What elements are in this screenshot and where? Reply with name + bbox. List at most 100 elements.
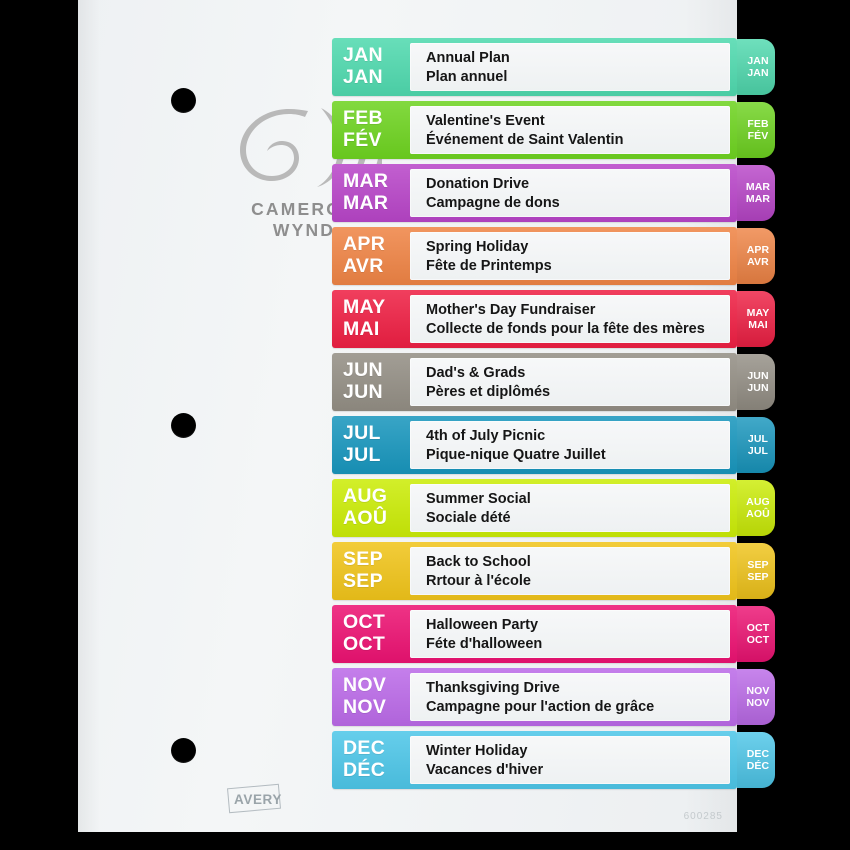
side-tab[interactable]: JUN JUN — [737, 354, 775, 410]
avery-logo-text: AVERY — [234, 792, 283, 807]
month-label-fr: OCT — [343, 633, 386, 655]
divider-row[interactable]: MAY MAI MAY MAI Mother's Day Fundraiser … — [332, 290, 775, 348]
divider-row[interactable]: JUL JUL JUL JUL 4th of July Picnic Pique… — [332, 416, 775, 474]
side-tab-label: MAR MAR — [741, 165, 775, 221]
side-tab-label: MAY MAI — [741, 291, 775, 347]
divider-row[interactable]: JUN JUN JUN JUN Dad's & Grads Pères et d… — [332, 353, 775, 411]
divider-text-panel[interactable]: 4th of July Picnic Pique-nique Quatre Ju… — [410, 421, 730, 469]
side-tab-month-en: JAN — [747, 54, 769, 67]
divider-text-panel[interactable]: Spring Holiday Fête de Printemps — [410, 232, 730, 280]
divider-text-panel[interactable]: Valentine's Event Événement de Saint Val… — [410, 106, 730, 154]
divider-title-fr: Rrtour à l'école — [426, 572, 531, 589]
side-tab[interactable]: NOV NOV — [737, 669, 775, 725]
side-tab-month-en: MAY — [746, 306, 770, 319]
month-label: AUG AOÛ — [343, 485, 403, 531]
side-tab-label: NOV NOV — [741, 669, 775, 725]
divider-band[interactable]: JUN JUN Dad's & Grads Pères et diplômés — [332, 353, 737, 411]
month-label-fr: NOV — [343, 696, 387, 718]
divider-text-panel[interactable]: Winter Holiday Vacances d'hiver — [410, 736, 730, 784]
divider-band[interactable]: AUG AOÛ Summer Social Sociale dété — [332, 479, 737, 537]
divider-text-panel[interactable]: Annual Plan Plan annuel — [410, 43, 730, 91]
side-tab[interactable]: DEC DÉC — [737, 732, 775, 788]
divider-title-fr: Plan annuel — [426, 68, 508, 85]
divider-row[interactable]: MAR MAR MAR MAR Donation Drive Campagne … — [332, 164, 775, 222]
side-tab-label: JAN JAN — [741, 39, 775, 95]
side-tab-month-fr: DÉC — [746, 760, 770, 772]
month-label: SEP SEP — [343, 548, 403, 594]
divider-title-en: Valentine's Event — [426, 113, 545, 129]
divider-title-en: Dad's & Grads — [426, 365, 526, 381]
divider-row[interactable]: OCT OCT OCT OCT Halloween Party Féte d'h… — [332, 605, 775, 663]
month-label-fr: MAI — [343, 318, 380, 340]
divider-title-fr: Collecte de fonds pour la fête des mères — [426, 320, 705, 337]
divider-band[interactable]: MAY MAI Mother's Day Fundraiser Collecte… — [332, 290, 737, 348]
side-tab-month-fr: OCT — [746, 634, 770, 646]
divider-band[interactable]: DEC DÉC Winter Holiday Vacances d'hiver — [332, 731, 737, 789]
divider-title-en: 4th of July Picnic — [426, 428, 546, 444]
divider-row[interactable]: DEC DÉC DEC DÉC Winter Holiday Vacances … — [332, 731, 775, 789]
divider-text-panel[interactable]: Summer Social Sociale dété — [410, 484, 730, 532]
side-tab-month-en: OCT — [746, 621, 770, 634]
divider-band[interactable]: SEP SEP Back to School Rrtour à l'école — [332, 542, 737, 600]
side-tab-month-en: AUG — [746, 495, 770, 508]
divider-text-panel[interactable]: Dad's & Grads Pères et diplômés — [410, 358, 730, 406]
side-tab[interactable]: MAR MAR — [737, 165, 775, 221]
month-label-fr: AVR — [343, 255, 384, 277]
divider-band[interactable]: NOV NOV Thanksgiving Drive Campagne pour… — [332, 668, 737, 726]
side-tab-label: APR AVR — [741, 228, 775, 284]
divider-text-lines: Summer Social Sociale dété — [426, 490, 722, 527]
side-tab[interactable]: SEP SEP — [737, 543, 775, 599]
month-label: DEC DÉC — [343, 737, 403, 783]
divider-rows-list: JAN JAN JAN JAN Annual Plan Plan annuel … — [332, 38, 775, 794]
divider-band[interactable]: FEB FÉV Valentine's Event Événement de S… — [332, 101, 737, 159]
side-tab[interactable]: FEB FÉV — [737, 102, 775, 158]
month-label-en: AUG — [343, 485, 388, 508]
side-tab-month-fr: FÉV — [747, 130, 769, 142]
divider-row[interactable]: NOV NOV NOV NOV Thanksgiving Drive Campa… — [332, 668, 775, 726]
divider-row[interactable]: FEB FÉV FEB FÉV Valentine's Event Événem… — [332, 101, 775, 159]
divider-row[interactable]: AUG AOÛ AUG AOÛ Summer Social Sociale dé… — [332, 479, 775, 537]
divider-title-fr: Pique-nique Quatre Juillet — [426, 446, 606, 463]
divider-text-panel[interactable]: Mother's Day Fundraiser Collecte de fond… — [410, 295, 730, 343]
divider-row[interactable]: APR AVR APR AVR Spring Holiday Fête de P… — [332, 227, 775, 285]
divider-title-en: Halloween Party — [426, 617, 539, 633]
divider-text-panel[interactable]: Halloween Party Féte d'halloween — [410, 610, 730, 658]
divider-title-en: Donation Drive — [426, 176, 530, 192]
side-tab[interactable]: APR AVR — [737, 228, 775, 284]
divider-band[interactable]: OCT OCT Halloween Party Féte d'halloween — [332, 605, 737, 663]
month-label-en: JUN — [343, 359, 383, 382]
month-label-fr: FÉV — [343, 129, 382, 151]
side-tab-month-fr: JUN — [747, 382, 769, 394]
divider-text-lines: Back to School Rrtour à l'école — [426, 553, 722, 590]
divider-text-lines: Mother's Day Fundraiser Collecte de fond… — [426, 301, 722, 338]
side-tab[interactable]: AUG AOÛ — [737, 480, 775, 536]
divider-band[interactable]: JUL JUL 4th of July Picnic Pique-nique Q… — [332, 416, 737, 474]
divider-text-panel[interactable]: Thanksgiving Drive Campagne pour l'actio… — [410, 673, 730, 721]
divider-text-panel[interactable]: Donation Drive Campagne de dons — [410, 169, 730, 217]
side-tab[interactable]: MAY MAI — [737, 291, 775, 347]
company-name: CAMERON WYND — [251, 199, 357, 240]
divider-title-en: Summer Social — [426, 491, 531, 507]
month-label: MAY MAI — [343, 296, 403, 342]
month-label-en: MAY — [343, 296, 386, 319]
month-label: JUL JUL — [343, 422, 403, 468]
month-label-en: OCT — [343, 611, 386, 634]
divider-band[interactable]: APR AVR Spring Holiday Fête de Printemps — [332, 227, 737, 285]
divider-text-lines: 4th of July Picnic Pique-nique Quatre Ju… — [426, 427, 722, 464]
divider-band[interactable]: MAR MAR Donation Drive Campagne de dons — [332, 164, 737, 222]
side-tab[interactable]: JAN JAN — [737, 39, 775, 95]
month-label-en: APR — [343, 233, 386, 256]
avery-logo: AVERY — [227, 783, 302, 814]
side-tab-label: OCT OCT — [741, 606, 775, 662]
side-tab-month-en: SEP — [747, 558, 769, 571]
product-sku: 600285 — [683, 811, 723, 822]
divider-row[interactable]: SEP SEP SEP SEP Back to School Rrtour à … — [332, 542, 775, 600]
side-tab[interactable]: OCT OCT — [737, 606, 775, 662]
month-label-en: FEB — [343, 107, 383, 130]
divider-text-panel[interactable]: Back to School Rrtour à l'école — [410, 547, 730, 595]
side-tab[interactable]: JUL JUL — [737, 417, 775, 473]
divider-row[interactable]: JAN JAN JAN JAN Annual Plan Plan annuel — [332, 38, 775, 96]
month-label: MAR MAR — [343, 170, 403, 216]
divider-band[interactable]: JAN JAN Annual Plan Plan annuel — [332, 38, 737, 96]
